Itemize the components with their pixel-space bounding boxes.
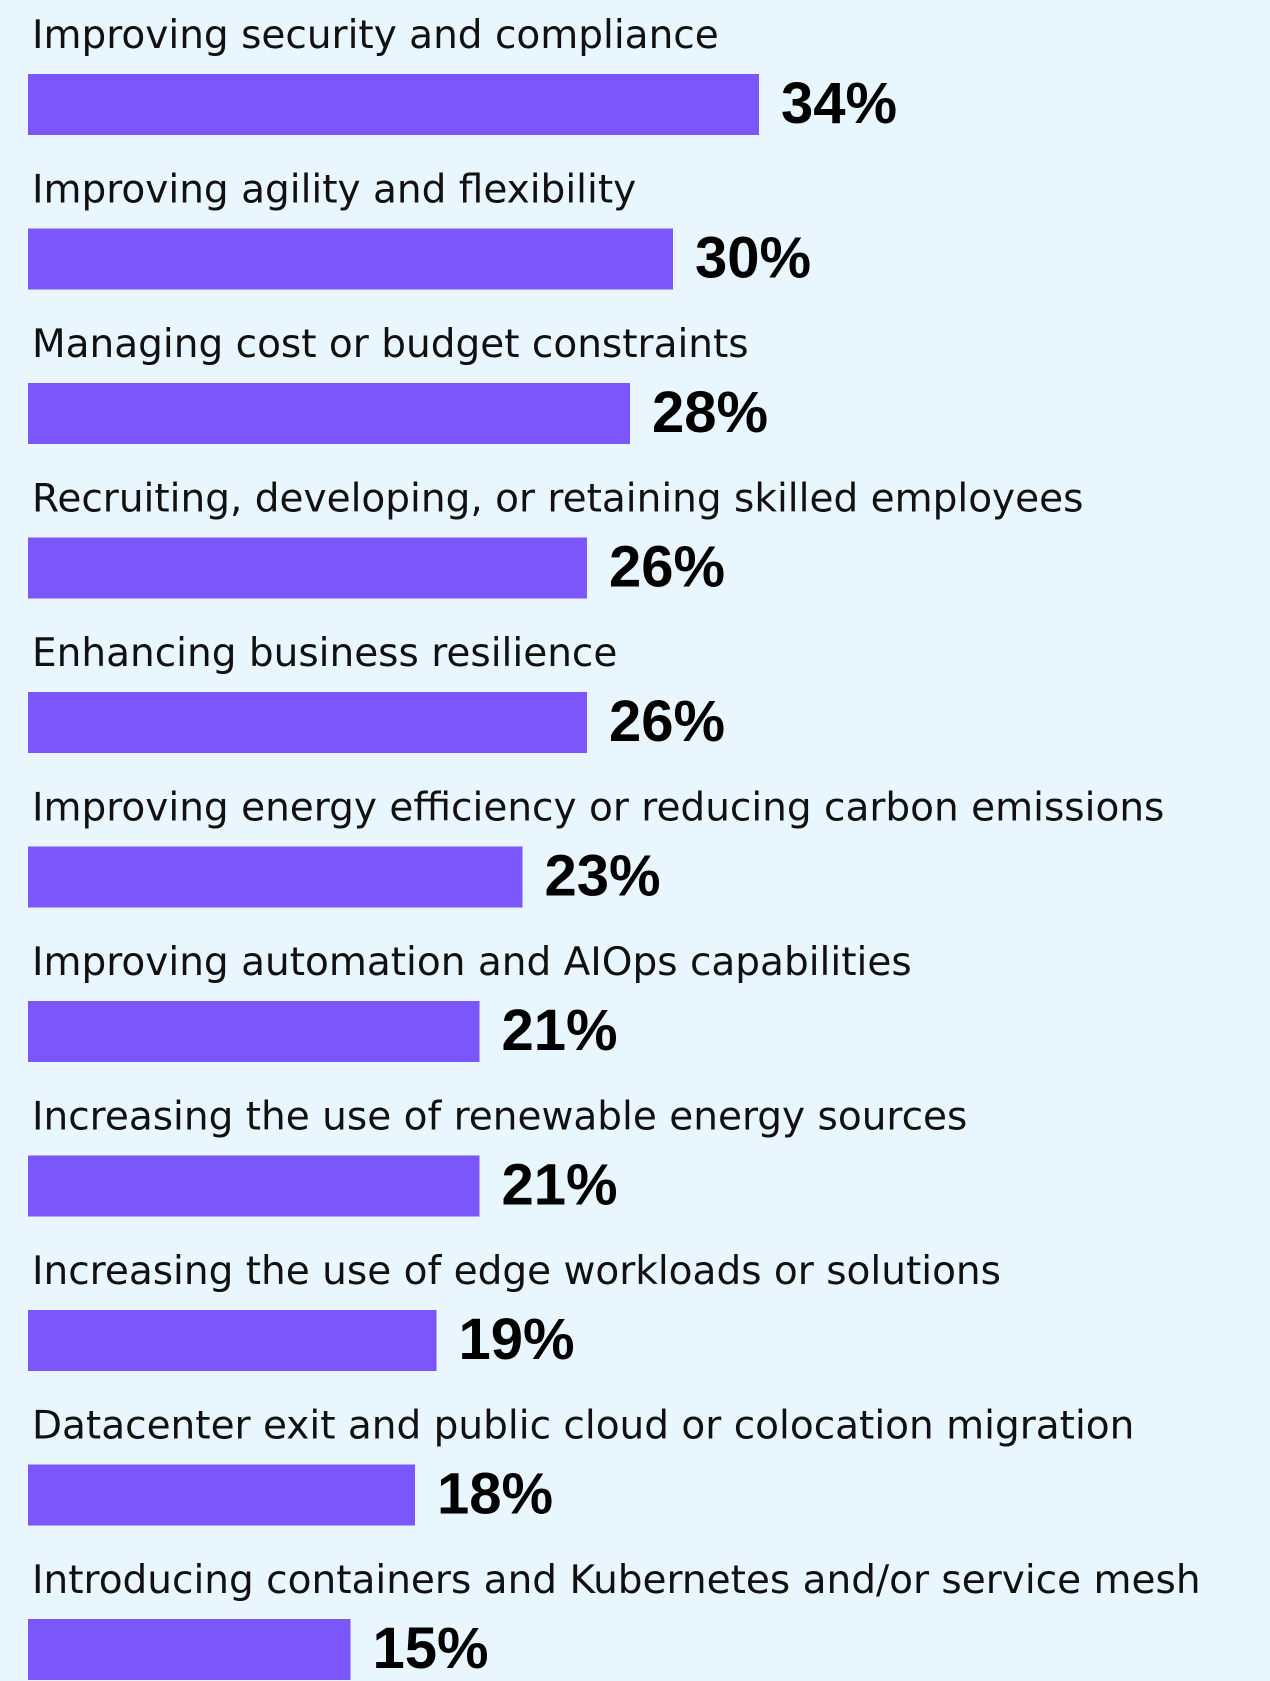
value-label: 28% <box>652 380 768 445</box>
bar <box>28 537 587 599</box>
bar <box>28 228 673 290</box>
value-label: 26% <box>609 689 725 754</box>
category-label: Managing cost or budget constraints <box>32 322 749 367</box>
bar <box>28 74 759 135</box>
category-label: Enhancing business resilience <box>32 631 617 676</box>
value-label: 21% <box>502 1152 618 1217</box>
value-label: 26% <box>609 534 725 599</box>
bar <box>28 1464 415 1526</box>
value-label: 19% <box>459 1307 575 1372</box>
category-label: Improving energy efficiency or reducing … <box>32 786 1164 831</box>
category-label: Increasing the use of renewable energy s… <box>32 1095 967 1140</box>
bar <box>28 1001 480 1062</box>
bar <box>28 692 587 753</box>
category-label: Increasing the use of edge workloads or … <box>32 1249 1001 1294</box>
bar <box>28 846 523 908</box>
bar <box>28 1310 437 1371</box>
value-label: 34% <box>781 71 897 136</box>
category-label: Introducing containers and Kubernetes an… <box>32 1558 1201 1603</box>
category-label: Datacenter exit and public cloud or colo… <box>32 1404 1134 1449</box>
category-label: Recruiting, developing, or retaining ski… <box>32 477 1083 522</box>
category-label: Improving security and compliance <box>32 13 719 58</box>
bar <box>28 1619 351 1680</box>
value-label: 30% <box>695 225 811 290</box>
value-label: 15% <box>373 1616 489 1681</box>
value-label: 21% <box>502 998 618 1063</box>
category-label: Improving agility and flexibility <box>32 168 636 213</box>
category-label: Improving automation and AIOps capabilit… <box>32 940 912 985</box>
value-label: 18% <box>437 1461 553 1526</box>
bar <box>28 383 630 444</box>
bar <box>28 1155 480 1217</box>
value-label: 23% <box>545 843 661 908</box>
